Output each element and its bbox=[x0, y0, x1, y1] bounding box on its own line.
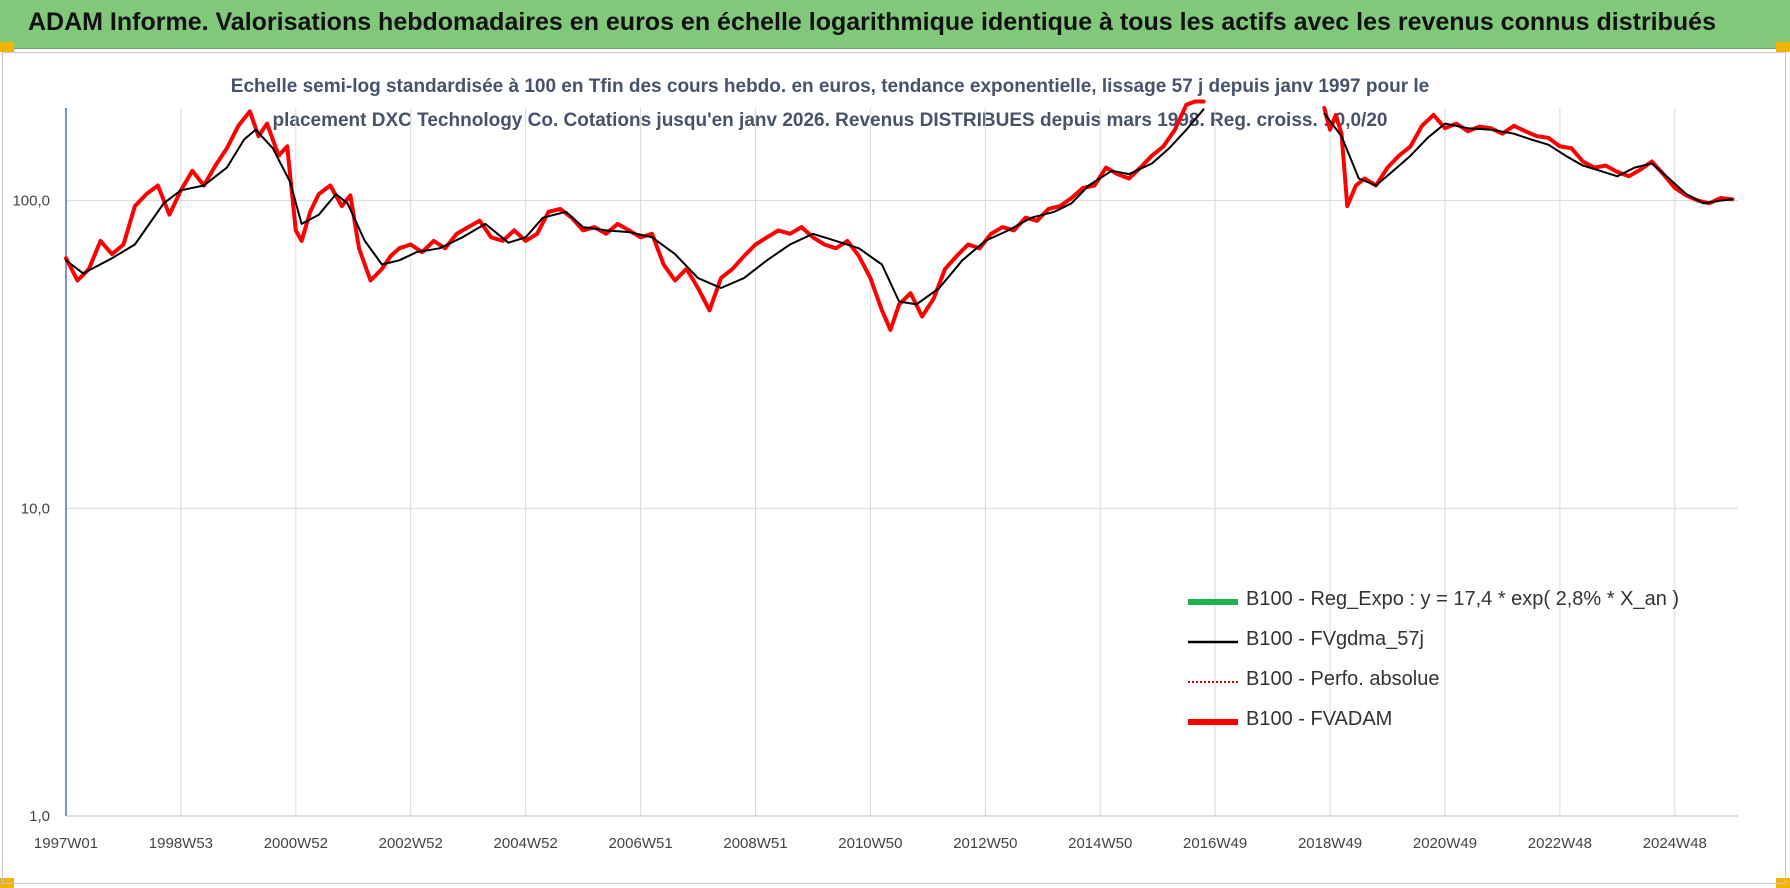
x-tick-label-3: 2002W52 bbox=[379, 835, 443, 852]
x-tick-label-12: 2020W49 bbox=[1413, 835, 1477, 852]
chart-title: Echelle semi-log standardisée à 100 en T… bbox=[180, 70, 1480, 138]
legend-label-perf: B100 - Perfo. absolue bbox=[1246, 668, 1440, 690]
legend-label-smooth: B100 - FVgdma_57j bbox=[1246, 628, 1424, 650]
legend-swatch-dotted-red-line bbox=[1188, 681, 1238, 683]
series-line-3-segment-1 bbox=[1322, 106, 1735, 209]
series-line-1-segment-1 bbox=[1323, 112, 1734, 205]
x-tick-label-11: 2018W49 bbox=[1298, 835, 1362, 852]
corner-marker-top-left bbox=[0, 42, 14, 52]
x-tick-label-10: 2016W49 bbox=[1183, 835, 1247, 852]
x-tick-label-2: 2000W52 bbox=[264, 835, 328, 852]
y-tick-label-2: 100,0 bbox=[12, 193, 50, 210]
x-tick-label-4: 2004W52 bbox=[494, 835, 558, 852]
x-tick-label-13: 2022W48 bbox=[1528, 835, 1592, 852]
y-tick-label-1: 10,0 bbox=[21, 500, 50, 517]
chart-title-line-1: Echelle semi-log standardisée à 100 en T… bbox=[230, 76, 1430, 97]
series-line-3-segment-0 bbox=[64, 99, 1206, 332]
x-tick-label-9: 2014W50 bbox=[1068, 835, 1132, 852]
x-tick-label-14: 2024W48 bbox=[1643, 835, 1707, 852]
x-tick-label-5: 2006W51 bbox=[608, 835, 672, 852]
series-lines bbox=[64, 99, 1735, 332]
tick-labels: 1,0 10,0 100,0 1997W01 1998W53 2000W52 2002W52… bbox=[12, 193, 1706, 852]
legend-swatch-red-line bbox=[1188, 719, 1238, 725]
y-tick-label-0: 1,0 bbox=[29, 808, 50, 825]
legend-label-fvadam: B100 - FVADAM bbox=[1246, 708, 1393, 730]
corner-marker-top-right bbox=[1776, 42, 1790, 52]
banner-title: ADAM Informe. Valorisations hebdomadaire… bbox=[28, 8, 1716, 36]
legend-swatch-black-line bbox=[1188, 640, 1238, 644]
legend-label-reg: B100 - Reg_Expo : y = 17,4 * exp( 2,8% *… bbox=[1246, 588, 1680, 610]
x-tick-label-6: 2008W51 bbox=[723, 835, 787, 852]
x-tick-label-7: 2010W50 bbox=[838, 835, 902, 852]
grid-lines bbox=[65, 108, 1738, 817]
x-tick-label-8: 2012W50 bbox=[953, 835, 1017, 852]
series-line-1-segment-0 bbox=[65, 108, 1205, 306]
chart-title-line-2: placement DXC Technology Co. Cotations j… bbox=[272, 110, 1388, 131]
chart-frame bbox=[2, 52, 1786, 884]
axes bbox=[65, 108, 1738, 817]
title-banner: ADAM Informe. Valorisations hebdomadaire… bbox=[0, 0, 1790, 49]
legend-swatch-green-line bbox=[1188, 599, 1238, 605]
x-tick-label-0: 1997W01 bbox=[34, 835, 98, 852]
x-tick-label-1: 1998W53 bbox=[149, 835, 213, 852]
